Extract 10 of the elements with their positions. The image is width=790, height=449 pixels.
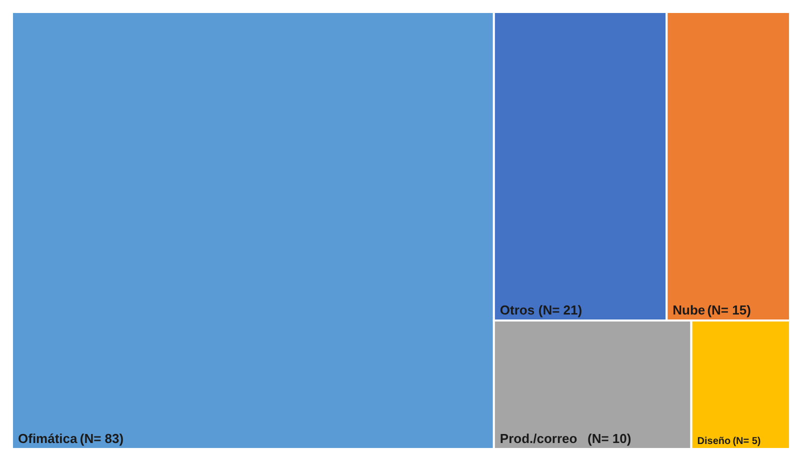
category-label: Ofimática	[18, 431, 78, 446]
data-label: (N= 5)	[732, 436, 761, 447]
data-label: (N= 83)	[80, 431, 124, 446]
data-label: (N= 15)	[707, 302, 751, 318]
category-label: Otros	[500, 302, 535, 318]
category-label: Nube	[672, 302, 706, 318]
data-label: (N= 10)	[588, 431, 632, 446]
data-label: (N= 21)	[538, 302, 582, 318]
category-label: Prod./correo	[500, 431, 578, 446]
category-label: Diseño	[697, 436, 731, 447]
